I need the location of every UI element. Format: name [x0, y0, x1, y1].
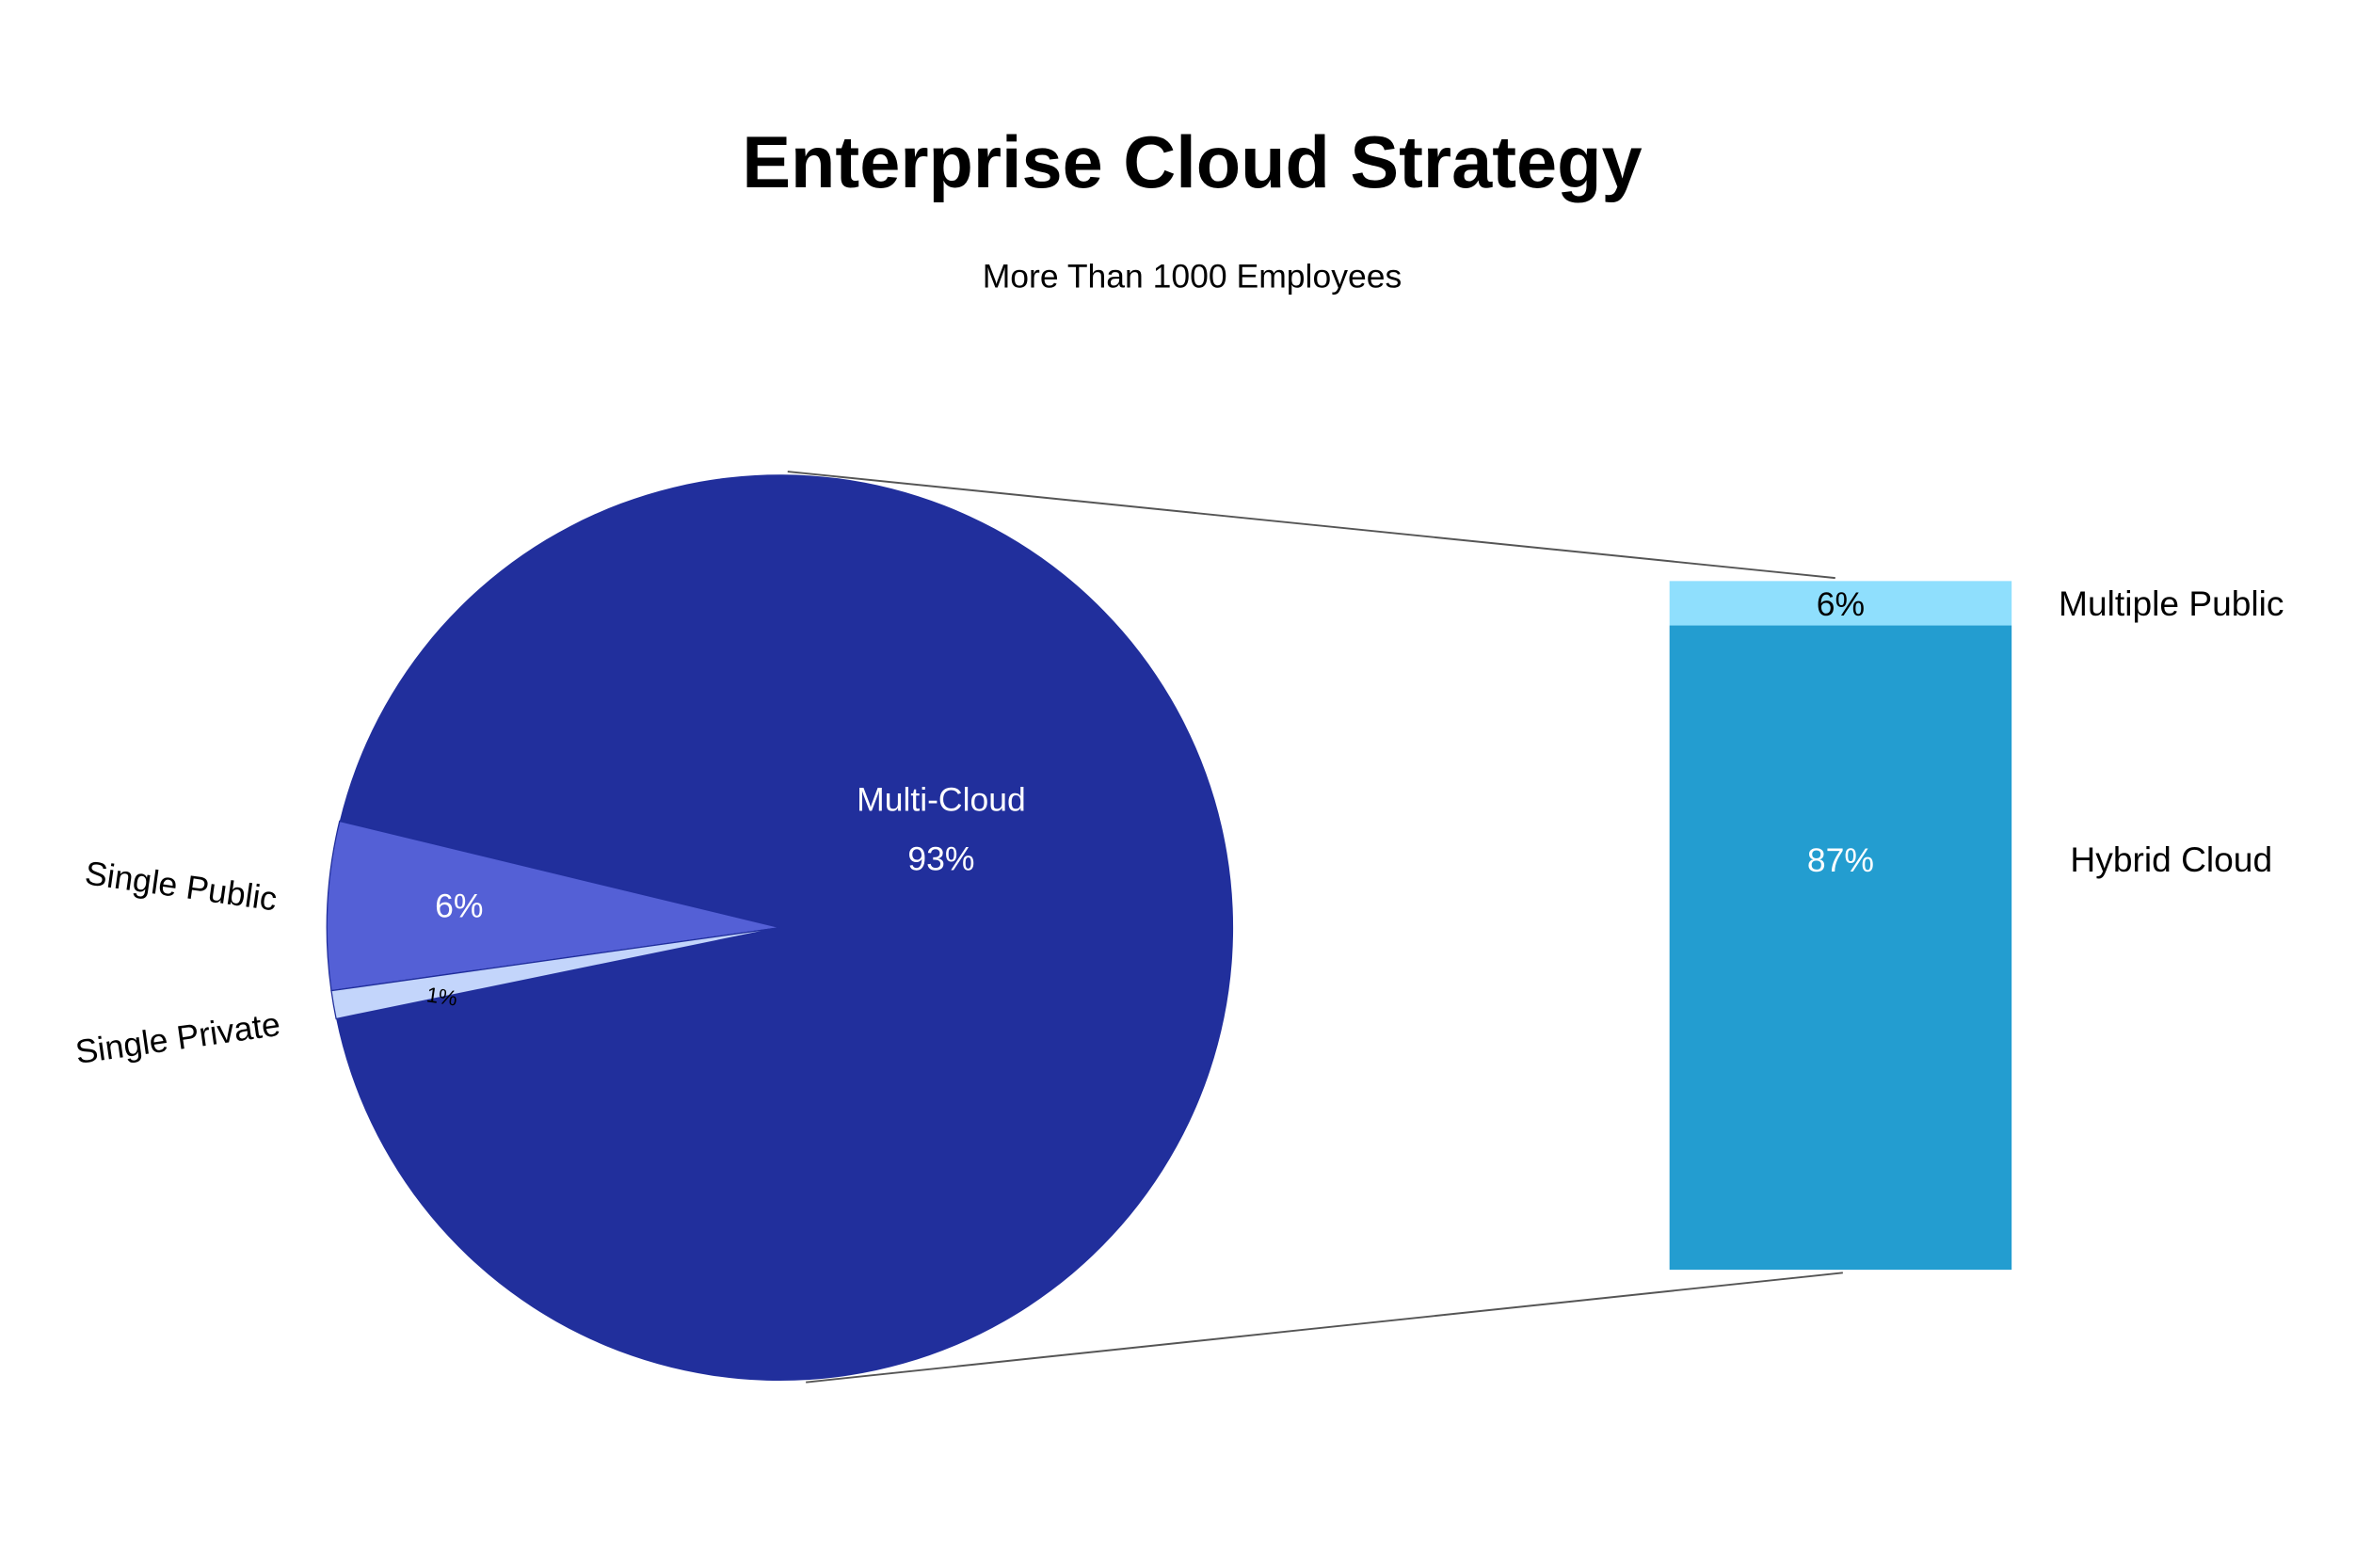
pie-slice-single-private: [330, 927, 780, 1020]
slice-name-multi-cloud: Multi-Cloud: [857, 780, 1026, 818]
pie-slice-single-public: [326, 820, 780, 992]
bar-segment-hybrid-cloud: [1669, 625, 2012, 1271]
pie-slice-multi-cloud: [336, 474, 1234, 1382]
bar-segment-multiple-public: [1669, 581, 2012, 626]
connector-line-bottom: [806, 1272, 1843, 1384]
connector-line-top: [787, 471, 1835, 580]
breakdown-bar: 6% Multiple Public 87% Hybrid Cloud: [1669, 581, 2284, 1271]
chart-subtitle: More Than 1000 Employees: [983, 258, 1402, 296]
bar-label-hybrid-cloud: Hybrid Cloud: [2070, 840, 2272, 879]
bar-label-multiple-public: Multiple Public: [2059, 584, 2284, 623]
slice-name-single-public: Single Public: [83, 854, 280, 918]
slice-name-single-private: Single Private: [73, 1005, 283, 1071]
bar-value-multiple-public: 6%: [1817, 585, 1865, 623]
pie: Multi-Cloud 93% Single Public 6% Single Priv…: [73, 474, 1234, 1382]
slice-value-single-public: 6%: [435, 887, 483, 924]
slice-value-multi-cloud: 93%: [907, 840, 974, 877]
chart-title: Enterprise Cloud Strategy: [742, 122, 1642, 203]
slice-value-single-private: 1%: [425, 983, 459, 1010]
bar-value-hybrid-cloud: 87%: [1807, 841, 1874, 879]
